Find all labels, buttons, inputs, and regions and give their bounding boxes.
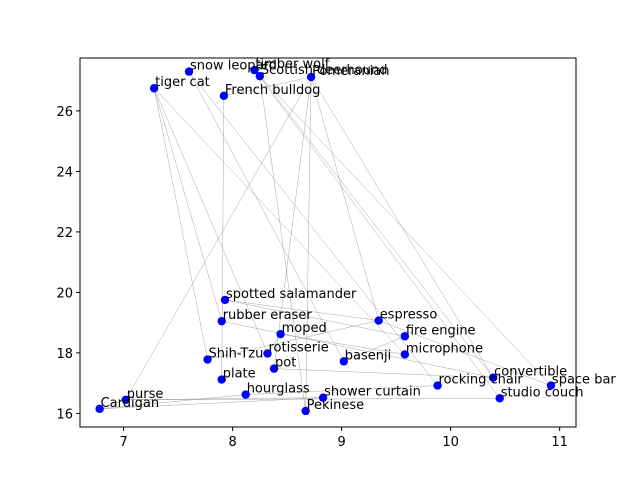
connection-line: [221, 95, 225, 380]
data-point: [318, 393, 328, 402]
y-tick-label: 18: [56, 347, 73, 362]
point-label: studio couch: [501, 385, 584, 400]
point-label: Shih-Tzu: [209, 347, 264, 362]
y-axis-ticks: 16 18 20 22 24 26: [56, 105, 80, 422]
connection-line: [245, 385, 438, 395]
data-point: [400, 350, 410, 359]
data-point: [149, 84, 159, 93]
data-point: [495, 394, 504, 403]
connection-line: [125, 76, 312, 400]
point-label: Scottish deerhound: [261, 63, 388, 78]
point-label: basenji: [345, 348, 391, 363]
connection-line: [125, 398, 500, 401]
x-tick-label: 7: [119, 435, 127, 450]
connection-line: [273, 77, 312, 369]
connection-line: [99, 397, 324, 410]
connection-line: [188, 71, 345, 362]
x-tick-label: 8: [228, 435, 236, 450]
connection-line: [223, 76, 312, 97]
data-point: [263, 349, 272, 358]
x-tick-label: 9: [337, 435, 345, 450]
data-points: [95, 65, 556, 416]
connection-line: [305, 77, 312, 411]
data-point: [241, 390, 250, 399]
connection-line: [259, 75, 494, 378]
data-point: [220, 295, 230, 305]
data-point: [219, 91, 229, 101]
data-point: [269, 364, 279, 373]
data-point: [546, 381, 556, 390]
x-tick-label: 11: [551, 435, 568, 450]
point-label: tiger cat: [155, 75, 210, 90]
connection-line: [125, 397, 324, 401]
data-point: [433, 381, 442, 390]
y-tick-label: 20: [56, 286, 73, 301]
point-label: microphone: [406, 341, 483, 356]
data-point: [339, 357, 349, 366]
point-label: rubber eraser: [223, 308, 313, 323]
y-tick-label: 26: [56, 105, 73, 120]
data-point: [255, 71, 265, 81]
data-point: [121, 395, 130, 404]
y-tick-label: 22: [56, 226, 73, 241]
point-label: hourglass: [247, 382, 310, 397]
point-label: shower curtain: [324, 385, 421, 400]
connection-line: [343, 336, 405, 362]
connection-line: [259, 76, 306, 412]
point-label: snow leopard: [190, 59, 277, 74]
point-label: Cardigan: [101, 396, 159, 411]
connection-line: [99, 394, 246, 410]
connection-line: [153, 88, 208, 360]
connection-line: [310, 76, 494, 378]
connection-line: [221, 320, 494, 378]
y-tick-label: 16: [56, 407, 73, 422]
data-point: [488, 373, 498, 382]
data-point: [306, 72, 316, 82]
point-label: purse: [127, 387, 164, 402]
point-label: convertible: [494, 365, 567, 380]
x-tick-label: 10: [442, 435, 459, 450]
connection-line: [254, 69, 500, 399]
point-label: plate: [223, 367, 256, 382]
data-point: [276, 329, 285, 339]
data-point: [374, 316, 383, 325]
data-point: [184, 67, 194, 76]
point-label: space bar: [552, 373, 616, 388]
connection-lines: [99, 69, 552, 412]
axes-frame: [79, 57, 577, 428]
connection-line: [378, 320, 552, 386]
connection-line: [207, 320, 379, 360]
data-point: [400, 332, 410, 341]
point-label: pot: [275, 356, 296, 371]
connection-line: [99, 399, 126, 410]
x-axis-ticks: 7 8 9 10 11: [119, 427, 568, 450]
connection-line: [224, 299, 405, 337]
data-point: [301, 406, 310, 416]
point-label: moped: [282, 321, 327, 336]
point-label: Pomeranian: [312, 64, 389, 79]
connection-line: [153, 88, 268, 354]
connection-line: [153, 88, 222, 322]
point-label: spotted salamander: [226, 287, 357, 302]
point-label: rotisserie: [268, 341, 328, 356]
y-tick-label: 24: [56, 165, 73, 180]
point-label: Pekinese: [307, 398, 365, 413]
data-point: [203, 355, 212, 364]
data-point: [217, 316, 226, 326]
point-label: timber wolf: [255, 57, 329, 72]
point-label: rocking chair: [439, 373, 524, 388]
data-point: [250, 65, 259, 75]
data-point: [95, 404, 104, 414]
connection-line: [188, 71, 438, 386]
point-label: French bulldog: [225, 83, 321, 98]
point-label: espresso: [380, 308, 438, 323]
connection-line: [224, 299, 379, 321]
connection-line: [310, 76, 379, 321]
point-label: fire engine: [406, 323, 476, 338]
connection-line: [274, 368, 494, 378]
data-point: [217, 375, 226, 384]
